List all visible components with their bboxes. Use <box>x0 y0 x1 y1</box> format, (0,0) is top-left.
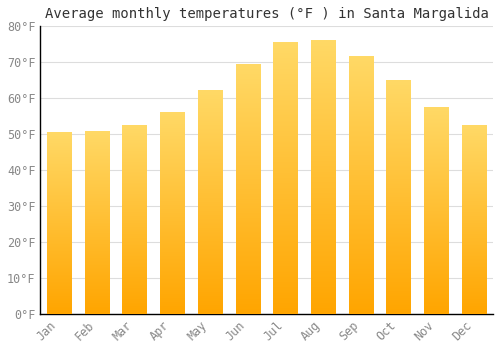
Title: Average monthly temperatures (°F ) in Santa Margalida: Average monthly temperatures (°F ) in Sa… <box>44 7 488 21</box>
